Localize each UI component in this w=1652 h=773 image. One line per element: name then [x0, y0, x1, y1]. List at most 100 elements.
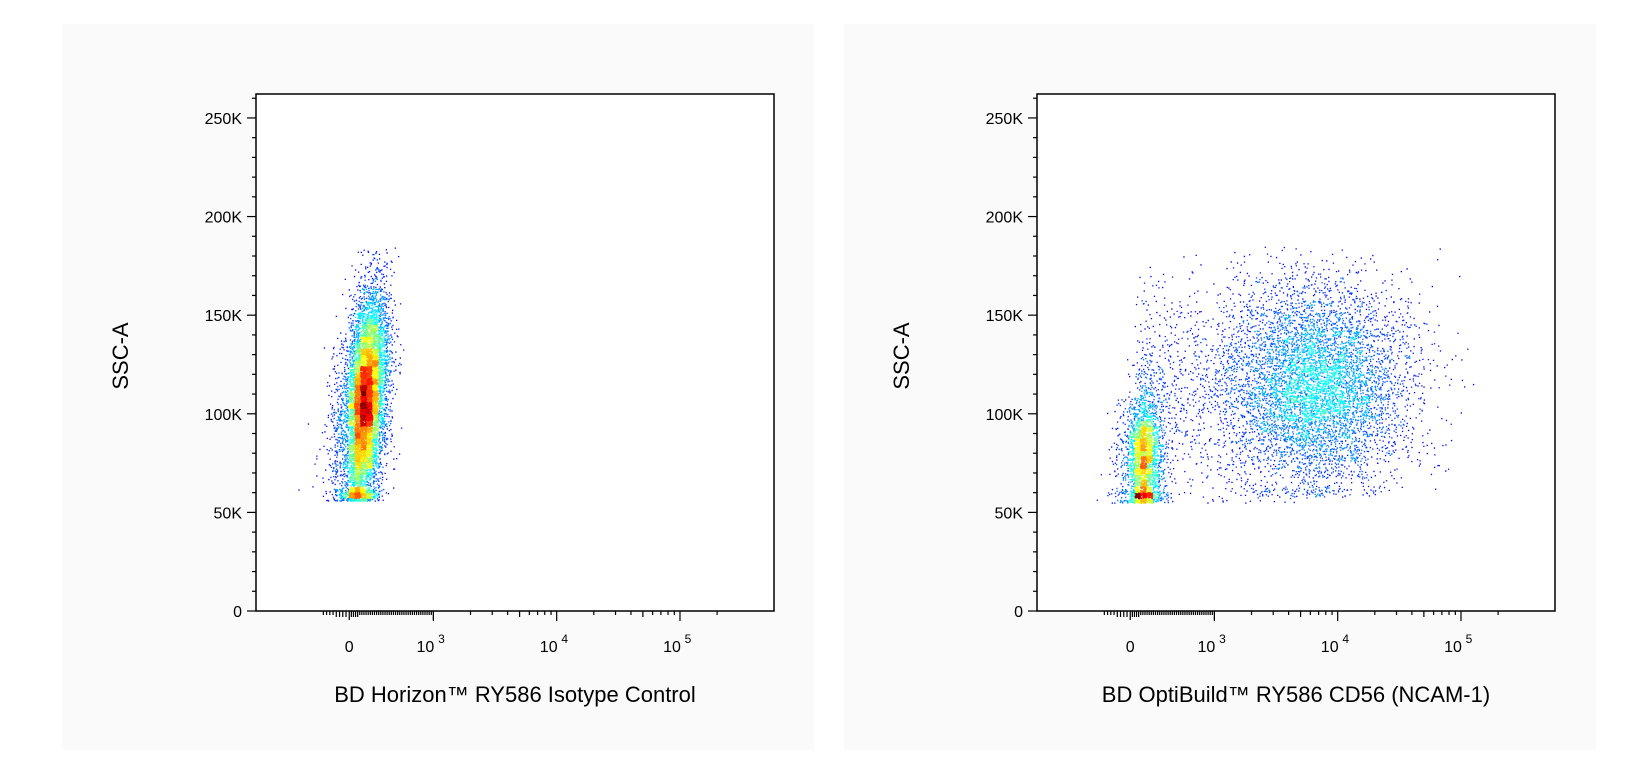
event-dot-group — [360, 438, 374, 458]
x-tick-label: 10 — [1198, 639, 1216, 656]
event-dot-group — [372, 372, 380, 380]
event-dot-group — [348, 462, 374, 494]
plot-area — [1036, 93, 1556, 612]
event-dot-group — [360, 408, 368, 416]
event-dot-group — [354, 324, 380, 373]
event-dot-group — [360, 330, 368, 338]
y-tick-label: 250K — [986, 111, 1024, 128]
y-tick-label: 150K — [205, 308, 243, 325]
event-dot-group — [360, 366, 368, 380]
y-tick-label: 100K — [986, 407, 1024, 424]
event-dot-group — [354, 348, 368, 464]
event-dot-group — [360, 426, 368, 434]
x-tick-exponent: 4 — [561, 632, 568, 646]
event-dot-group — [360, 402, 368, 410]
x-axis: 0 10 3 10 4 10 5 — [322, 611, 718, 656]
event-dot-group — [331, 276, 391, 493]
x-axis: 0 10 3 10 4 10 5 — [1103, 611, 1499, 656]
event-dot-group — [1134, 450, 1154, 504]
event-dot-group — [354, 402, 380, 458]
x-tick-label: 0 — [1126, 639, 1135, 656]
event-dot-group — [372, 396, 380, 404]
event-dot-group — [348, 348, 386, 502]
event-dot-group — [1140, 426, 1148, 476]
event-dot-group — [348, 342, 385, 488]
event-dot-group — [336, 288, 385, 494]
y-tick-label: 250K — [205, 111, 243, 128]
event-dots — [1096, 246, 1475, 504]
y-tick-label: 0 — [233, 604, 242, 621]
event-dot-group — [1272, 336, 1363, 421]
event-dots — [298, 247, 405, 502]
event-dot-group — [354, 396, 374, 440]
event-dot-group — [366, 420, 374, 427]
x-tick-label: 10 — [1321, 639, 1339, 656]
x-tick-label: 10 — [663, 639, 681, 656]
plot-area — [255, 93, 775, 612]
x-tick-exponent: 4 — [1342, 632, 1349, 646]
event-dot-group — [1134, 480, 1142, 488]
event-dot-group — [1128, 432, 1154, 488]
x-tick-label: 10 — [540, 639, 558, 656]
event-dot-group — [342, 288, 391, 439]
event-dot-group — [360, 408, 374, 428]
x-tick-label: 10 — [417, 639, 435, 656]
event-dot-group — [1140, 492, 1148, 500]
event-dot-group — [360, 384, 368, 392]
event-dot-group — [354, 378, 362, 386]
event-dot-group — [366, 432, 374, 440]
x-tick-label: 0 — [345, 639, 354, 656]
y-tick-label: 200K — [986, 210, 1024, 227]
event-dot-group — [1140, 456, 1148, 494]
event-dot-group — [1146, 456, 1154, 464]
event-dot-group — [360, 378, 374, 398]
event-dot-group — [343, 324, 391, 428]
x-tick-exponent: 5 — [685, 632, 692, 646]
event-dot-group — [1128, 354, 1346, 504]
x-tick-exponent: 3 — [438, 632, 445, 646]
event-dot-group — [1146, 492, 1154, 500]
event-dot-group — [1146, 420, 1154, 428]
event-dot-group — [354, 402, 362, 410]
event-dot-group — [354, 384, 362, 392]
event-dot-group — [366, 378, 374, 386]
y-tick-label: 0 — [1014, 604, 1023, 621]
x-axis-label: BD OptiBuild™ RY586 CD56 (NCAM-1) — [1102, 682, 1490, 707]
y-tick-label: 50K — [214, 505, 243, 522]
y-axis-label: SSC-A — [889, 322, 914, 390]
event-dot-group — [366, 492, 374, 500]
event-dot-group — [1134, 444, 1154, 494]
event-dot-group — [366, 450, 374, 458]
event-dot-group — [354, 396, 362, 404]
event-dot-group — [1135, 300, 1369, 451]
y-axis: 0 50K 100K 150K 200K 250K — [986, 97, 1037, 621]
y-tick-label: 200K — [205, 210, 243, 227]
x-tick-exponent: 3 — [1219, 632, 1226, 646]
event-dot-group — [1134, 492, 1142, 500]
event-dot-group — [1146, 432, 1154, 440]
event-dot-group — [1134, 438, 1142, 476]
y-tick-label: 150K — [986, 308, 1024, 325]
event-dot-group — [1134, 432, 1142, 482]
event-dot-group — [1134, 456, 1141, 464]
event-dot-group — [1134, 420, 1147, 470]
event-dot-group — [1140, 462, 1148, 470]
x-tick-exponent: 5 — [1466, 632, 1473, 646]
event-dot-group — [372, 432, 379, 440]
event-dot-group — [354, 462, 362, 470]
x-tick-label: 10 — [1444, 639, 1462, 656]
y-axis-label: SSC-A — [108, 322, 133, 390]
event-dot-group — [354, 492, 362, 500]
event-dot-group — [1140, 450, 1148, 458]
event-dot-group — [366, 414, 374, 422]
x-axis-label: BD Horizon™ RY586 Isotype Control — [334, 682, 696, 707]
event-dot-group — [348, 360, 356, 368]
event-dot-group — [348, 312, 386, 502]
event-dot-group — [360, 390, 368, 398]
y-tick-label: 100K — [205, 407, 243, 424]
event-dot-group — [348, 324, 380, 470]
y-axis: 0 50K 100K 150K 200K 250K — [205, 97, 256, 621]
